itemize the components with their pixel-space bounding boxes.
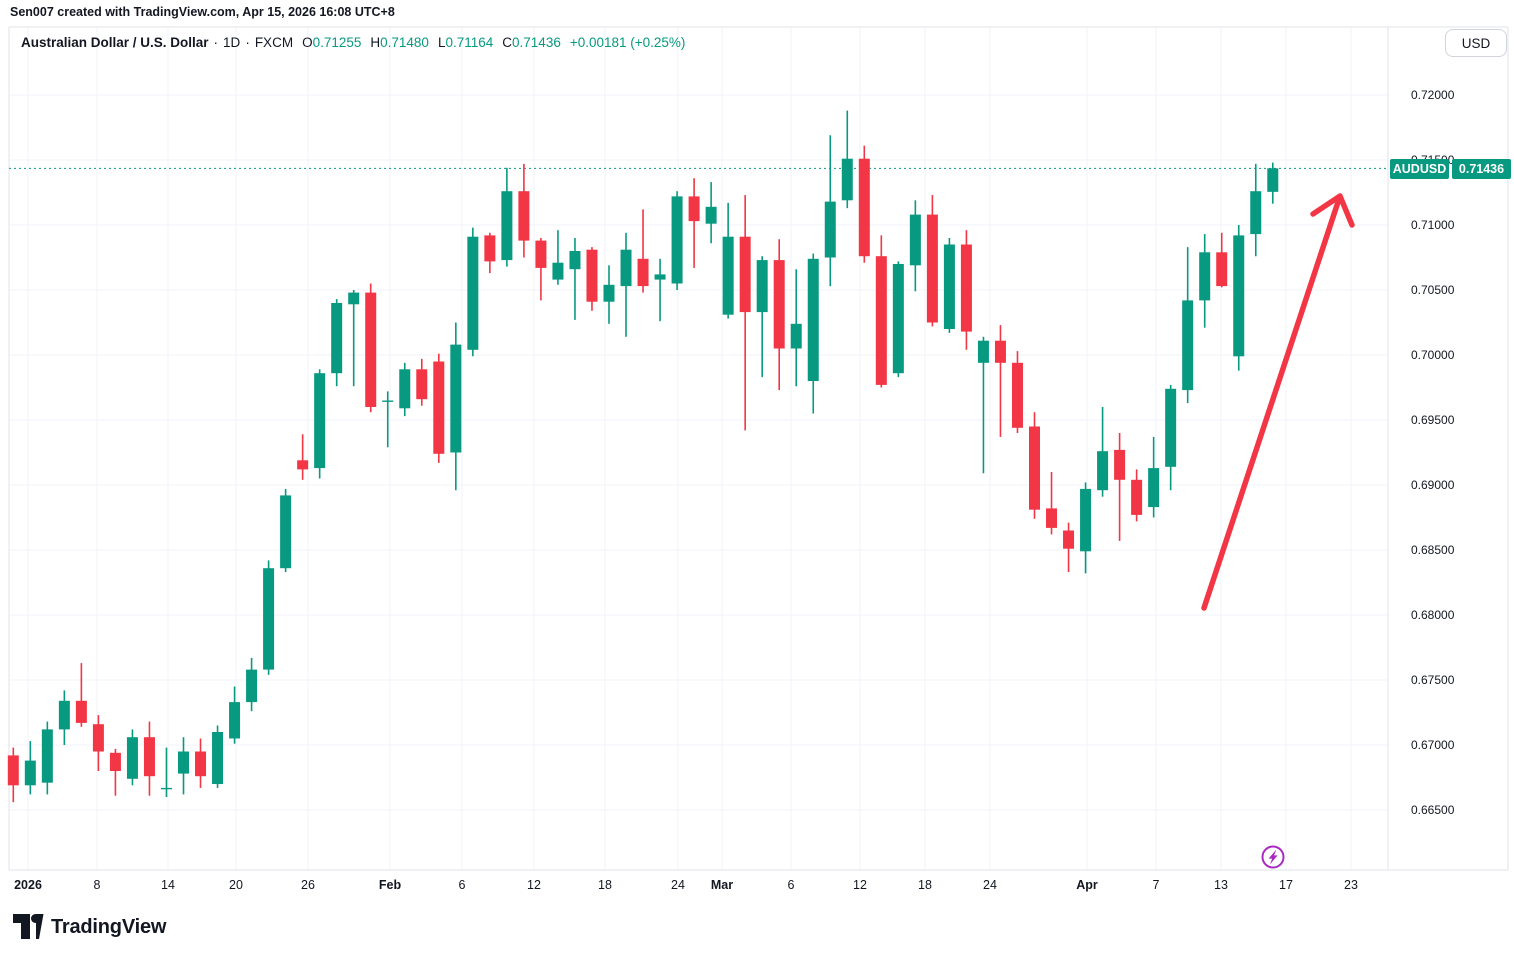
candle-body[interactable]: [688, 196, 700, 222]
price-badge-symbol: AUDUSD: [1390, 159, 1449, 179]
candle-body[interactable]: [314, 373, 326, 469]
candle-body[interactable]: [195, 751, 207, 777]
candle-body[interactable]: [246, 669, 258, 703]
header-separator: ·: [213, 35, 219, 50]
candle-body[interactable]: [518, 191, 530, 241]
candle-body[interactable]: [654, 274, 666, 280]
tradingview-logo-text: TradingView: [51, 915, 167, 938]
candle-body[interactable]: [160, 787, 172, 790]
candle-body[interactable]: [722, 236, 734, 315]
candle-body[interactable]: [41, 729, 53, 783]
candle-body[interactable]: [1080, 488, 1092, 552]
candle-body[interactable]: [756, 260, 768, 313]
candle-body[interactable]: [109, 752, 121, 771]
candle-body[interactable]: [501, 191, 513, 261]
ohlc-close: C0.71436: [502, 35, 561, 50]
candle-body[interactable]: [671, 196, 683, 284]
candle-body[interactable]: [126, 737, 138, 779]
interval-label[interactable]: 1D: [223, 35, 241, 50]
candle-body[interactable]: [977, 340, 989, 363]
candle-body[interactable]: [92, 724, 104, 752]
candle-body[interactable]: [1029, 426, 1040, 510]
candle-body[interactable]: [1250, 191, 1262, 235]
candle-body[interactable]: [1046, 508, 1058, 528]
candle-body[interactable]: [790, 323, 802, 349]
candle-body[interactable]: [331, 303, 343, 374]
candle-body[interactable]: [1216, 252, 1228, 287]
candle-body[interactable]: [1148, 468, 1160, 508]
candle-body[interactable]: [263, 568, 275, 670]
candle-body[interactable]: [841, 158, 853, 201]
trend-arrow-annotation[interactable]: [1201, 193, 1355, 611]
ohlc-open: O0.71255: [302, 35, 362, 50]
candle-body[interactable]: [807, 258, 819, 381]
tradingview-logo-mark: [13, 914, 44, 939]
candle-body[interactable]: [552, 262, 564, 280]
candle-body[interactable]: [229, 702, 241, 739]
price-badge-value: 0.71436: [1452, 159, 1511, 179]
header-separator: ·: [245, 35, 250, 50]
candle-body[interactable]: [926, 214, 938, 323]
candle-body[interactable]: [637, 258, 649, 287]
candle-body[interactable]: [467, 236, 479, 350]
candle-body[interactable]: [705, 206, 717, 224]
candle-body[interactable]: [535, 240, 547, 268]
candle-body[interactable]: [1199, 252, 1211, 301]
tradingview-logo[interactable]: TradingView: [13, 912, 166, 942]
daily-change: +0.00181 (+0.25%): [569, 35, 686, 50]
watermark-text: Sen007 created with TradingView.com, Apr…: [10, 5, 395, 19]
candle-body[interactable]: [7, 755, 19, 786]
candle-body[interactable]: [875, 256, 887, 385]
candle-body[interactable]: [399, 369, 411, 409]
candle-body[interactable]: [1267, 168, 1279, 192]
symbol-title[interactable]: Australian Dollar / U.S. Dollar: [21, 35, 209, 50]
currency-unit-button[interactable]: USD: [1445, 29, 1507, 57]
candle-body[interactable]: [75, 700, 87, 723]
candle-body[interactable]: [297, 460, 309, 470]
candle-body[interactable]: [178, 751, 189, 774]
candle-body[interactable]: [1165, 388, 1177, 467]
candle-body[interactable]: [824, 201, 836, 258]
candle-body[interactable]: [348, 292, 360, 305]
ohlc-high: H0.71480: [370, 35, 429, 50]
candle-body[interactable]: [1063, 530, 1075, 549]
candle-body[interactable]: [450, 344, 462, 453]
candle-body[interactable]: [994, 340, 1006, 363]
candle-body[interactable]: [1011, 362, 1023, 428]
candle-body[interactable]: [569, 251, 581, 270]
candle-body[interactable]: [773, 260, 785, 349]
candle-body[interactable]: [739, 236, 751, 313]
lightning-icon: [1268, 849, 1278, 865]
candle-body[interactable]: [620, 249, 632, 287]
candle-body[interactable]: [484, 235, 496, 262]
candle-body[interactable]: [1114, 449, 1126, 480]
candle-body[interactable]: [24, 760, 36, 786]
exchange-label: FXCM: [254, 35, 294, 50]
candle-body[interactable]: [858, 158, 870, 257]
candle-body[interactable]: [416, 369, 428, 400]
symbol-header: Australian Dollar / U.S. Dollar · 1D · F…: [21, 35, 685, 50]
candle-body[interactable]: [960, 244, 972, 332]
candle-body[interactable]: [1182, 300, 1194, 391]
candle-body[interactable]: [143, 737, 155, 777]
candle-body[interactable]: [1233, 235, 1245, 357]
candle-body[interactable]: [892, 264, 904, 374]
candle-body[interactable]: [586, 249, 598, 302]
candle-body[interactable]: [1097, 451, 1109, 491]
candle-body[interactable]: [280, 495, 292, 569]
ohlc-low: L0.71164: [437, 35, 494, 50]
candle-body[interactable]: [1131, 479, 1143, 515]
candle-body[interactable]: [58, 700, 70, 730]
candle-body[interactable]: [433, 361, 445, 454]
candle-body[interactable]: [603, 284, 615, 302]
candle-body[interactable]: [943, 244, 955, 330]
candle-body[interactable]: [212, 732, 224, 784]
candle-body[interactable]: [909, 214, 921, 266]
candle-body[interactable]: [382, 400, 394, 402]
candle-body[interactable]: [365, 292, 377, 407]
